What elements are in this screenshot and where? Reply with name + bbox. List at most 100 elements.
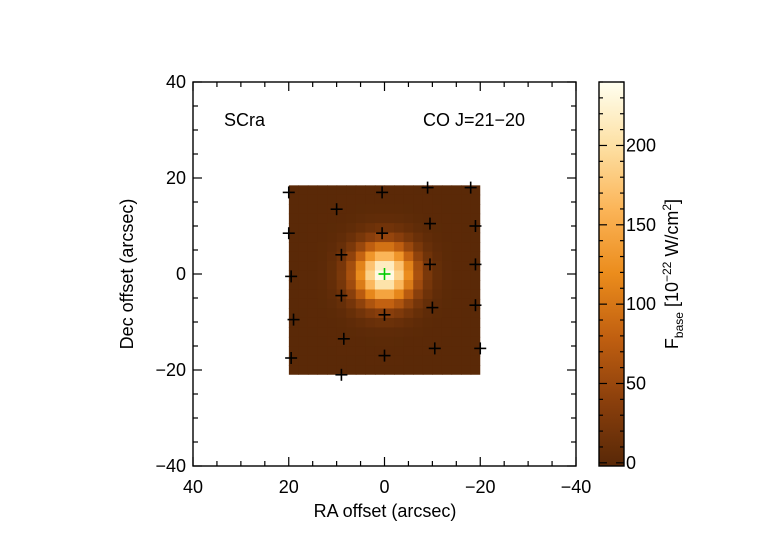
map-pixel (461, 298, 472, 310)
map-pixel (432, 261, 443, 272)
y-axis-label: Dec offset (arcsec) (117, 199, 137, 350)
colorbar-tick-label: 0 (626, 453, 636, 473)
map-pixel (327, 270, 338, 281)
map-pixel (403, 242, 414, 253)
spaxel-marker (376, 227, 389, 240)
map-pixel (470, 336, 481, 347)
map-pixel (432, 223, 443, 234)
map-pixel (403, 346, 414, 357)
map-pixel (307, 185, 319, 196)
map-pixel (298, 317, 309, 328)
map-pixel (317, 317, 328, 328)
map-pixel (403, 355, 414, 366)
map-pixel (384, 242, 395, 253)
map-pixel (394, 223, 405, 234)
map-pixel (365, 232, 376, 243)
x-tick-label: 0 (379, 477, 389, 497)
map-pixel (336, 317, 347, 328)
map-pixel (317, 232, 328, 243)
map-pixel (441, 289, 453, 300)
map-pixel (384, 213, 395, 224)
map-pixel (432, 327, 443, 338)
map-pixel (394, 365, 405, 375)
map-pixel (365, 213, 376, 224)
map-pixel (441, 232, 453, 243)
colorbar-label-end: ] (662, 199, 682, 204)
map-pixel (422, 289, 433, 300)
map-pixel (403, 251, 414, 262)
map-pixel (470, 232, 481, 243)
map-pixel (327, 365, 338, 375)
x-tick-label: −20 (465, 477, 496, 497)
x-tick-label: −40 (561, 477, 592, 497)
map-pixel (470, 213, 481, 224)
map-pixel (317, 336, 328, 347)
map-pixel (298, 365, 309, 375)
map-pixel (470, 242, 481, 253)
map-pixel (403, 289, 414, 300)
map-pixel (288, 204, 299, 215)
map-pixel (307, 280, 319, 291)
y-tick-label: −20 (155, 360, 186, 380)
map-pixel (403, 308, 414, 319)
map-pixel (288, 213, 299, 224)
map-pixel (355, 194, 366, 205)
map-pixel (422, 213, 433, 224)
y-tick-label: 40 (166, 72, 186, 92)
map-pixel (432, 298, 443, 310)
map-pixel (298, 346, 309, 357)
map-pixel (441, 261, 453, 272)
map-pixel (422, 298, 433, 310)
map-pixel (317, 204, 328, 215)
map-pixel (346, 308, 357, 319)
map-pixel (374, 213, 386, 224)
map-pixel (355, 185, 366, 196)
map-pixel (451, 270, 462, 281)
map-pixel (288, 365, 299, 375)
map-pixel (413, 317, 424, 328)
map-pixel (422, 336, 433, 347)
map-pixel (346, 317, 357, 328)
spaxel-marker (469, 220, 482, 232)
map-pixel (394, 317, 405, 328)
map-pixel (336, 336, 347, 347)
map-pixel (355, 308, 366, 319)
map-pixel (327, 261, 338, 272)
spaxel-marker (378, 349, 391, 362)
map-pixel (336, 346, 347, 357)
map-pixel (355, 355, 366, 366)
map-pixel (384, 251, 395, 262)
map-pixel (298, 213, 309, 224)
map-pixel (327, 336, 338, 347)
map-pixel (327, 194, 338, 205)
map-pixel (327, 346, 338, 357)
map-pixel (355, 298, 366, 310)
spaxel-marker (474, 342, 487, 355)
map-pixel (422, 355, 433, 366)
map-pixel (365, 194, 376, 205)
map-pixel (317, 355, 328, 366)
map-pixel (317, 270, 328, 281)
spaxel-marker (337, 332, 350, 345)
map-pixel (365, 185, 376, 196)
map-pixel (384, 280, 395, 291)
map-pixel (317, 185, 328, 196)
map-pixel (307, 232, 319, 243)
map-pixel (470, 346, 481, 357)
map-pixel (317, 213, 328, 224)
map-pixel (336, 355, 347, 366)
map-pixel (355, 317, 366, 328)
map-pixel (288, 280, 299, 291)
map-pixel (336, 194, 347, 205)
x-tick-label: 20 (279, 477, 299, 497)
spaxel-marker (335, 368, 348, 381)
map-pixel (432, 317, 443, 328)
map-pixel (413, 270, 424, 281)
map-pixel (394, 327, 405, 338)
map-pixel (307, 327, 319, 338)
map-pixel (470, 365, 481, 375)
map-pixel (413, 308, 424, 319)
map-pixel (461, 317, 472, 328)
map-pixel (432, 355, 443, 366)
map-pixel (451, 194, 462, 205)
